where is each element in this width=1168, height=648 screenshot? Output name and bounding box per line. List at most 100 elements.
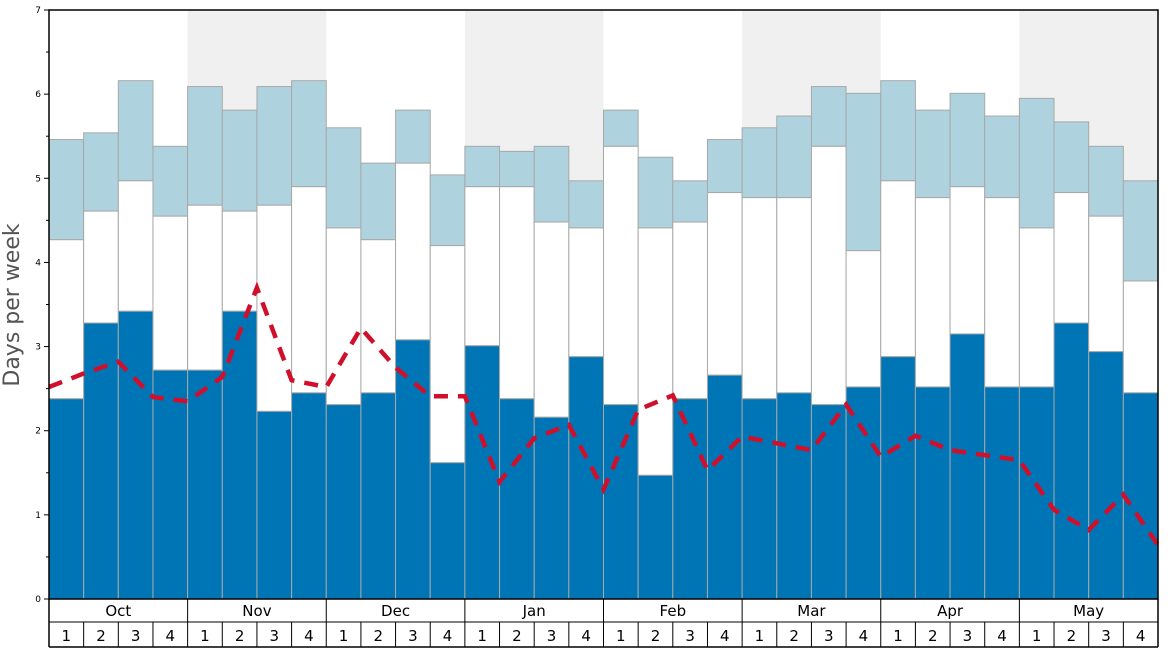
month-label: Oct xyxy=(105,602,131,620)
bar-middle-segment xyxy=(1018,227,1055,388)
bar-lower-segment xyxy=(117,310,154,600)
week-label: 4 xyxy=(581,627,591,645)
bar-upper-segment xyxy=(1122,180,1159,282)
bar-lower-segment xyxy=(603,404,639,600)
week-label: 1 xyxy=(616,627,626,645)
bar-lower-segment xyxy=(221,310,258,600)
bar-middle-segment xyxy=(360,239,397,394)
week-label: 2 xyxy=(1067,627,1077,645)
bar-upper-segment xyxy=(221,109,258,212)
bar-upper-segment xyxy=(637,156,674,229)
bar-upper-segment xyxy=(880,80,916,182)
week-label: 3 xyxy=(1101,627,1111,645)
bar-upper-segment xyxy=(706,139,743,194)
bar-middle-segment xyxy=(984,197,1020,388)
week-label: 3 xyxy=(269,627,279,645)
bar-middle-segment xyxy=(152,215,189,371)
bar-middle-segment xyxy=(1122,280,1159,394)
week-label: 1 xyxy=(1032,627,1042,645)
bar-lower-segment xyxy=(1053,322,1090,600)
week-label: 4 xyxy=(720,627,730,645)
bar-lower-segment xyxy=(325,404,362,600)
week-label: 4 xyxy=(443,627,453,645)
bar-upper-segment xyxy=(325,127,362,229)
bar-lower-segment xyxy=(706,374,743,600)
week-label: 3 xyxy=(131,627,141,645)
bar-middle-segment xyxy=(48,239,85,400)
week-label: 1 xyxy=(893,627,903,645)
y-axis-label: Days per week xyxy=(0,223,25,386)
bar-middle-segment xyxy=(395,162,431,341)
week-label: 4 xyxy=(304,627,314,645)
bar-upper-segment xyxy=(984,115,1020,199)
bar-upper-segment xyxy=(949,92,986,188)
week-label: 1 xyxy=(755,627,765,645)
bar-upper-segment xyxy=(83,132,119,212)
bar-middle-segment xyxy=(741,197,778,400)
bar-lower-segment xyxy=(637,474,674,600)
bar-middle-segment xyxy=(914,197,951,388)
bar-lower-segment xyxy=(360,392,397,600)
bar-lower-segment xyxy=(1088,351,1124,600)
bar-middle-segment xyxy=(949,186,986,335)
bar-upper-segment xyxy=(499,150,535,188)
bar-middle-segment xyxy=(568,227,604,358)
bar-lower-segment xyxy=(256,410,293,600)
bar-middle-segment xyxy=(810,145,847,406)
bar-upper-segment xyxy=(152,145,189,217)
bar-middle-segment xyxy=(1088,215,1124,353)
bar-upper-segment xyxy=(1018,97,1055,229)
trend-line xyxy=(48,281,1160,547)
bar-middle-segment xyxy=(325,227,362,406)
month-label: May xyxy=(1073,602,1104,620)
month-label: Apr xyxy=(937,602,964,620)
bar-lower-segment xyxy=(776,392,812,600)
bar-upper-segment xyxy=(360,162,397,241)
y-tick-label: 0 xyxy=(35,595,41,605)
bar-lower-segment xyxy=(984,386,1020,600)
bar-middle-segment xyxy=(880,180,916,358)
bars xyxy=(48,80,1159,600)
week-label: 3 xyxy=(408,627,418,645)
bar-upper-segment xyxy=(117,80,154,182)
week-label: 3 xyxy=(963,627,973,645)
y-tick-label: 3 xyxy=(35,343,41,353)
bar-upper-segment xyxy=(741,127,778,199)
bar-middle-segment xyxy=(256,204,293,412)
week-label: 2 xyxy=(235,627,245,645)
bar-lower-segment xyxy=(1122,392,1159,600)
bar-lower-segment xyxy=(187,369,223,600)
bar-middle-segment xyxy=(117,180,154,312)
bar-lower-segment xyxy=(499,398,535,600)
week-label: 1 xyxy=(339,627,349,645)
week-label: 1 xyxy=(477,627,487,645)
week-label: 1 xyxy=(62,627,72,645)
bar-lower-segment xyxy=(741,398,778,600)
bar-upper-segment xyxy=(429,174,466,247)
bar-lower-segment xyxy=(464,345,501,600)
week-label: 2 xyxy=(651,627,661,645)
bar-middle-segment xyxy=(429,245,466,464)
week-label: 3 xyxy=(547,627,557,645)
bar-lower-segment xyxy=(48,398,85,600)
week-label: 2 xyxy=(373,627,383,645)
bar-upper-segment xyxy=(914,109,951,199)
bar-upper-segment xyxy=(256,86,293,206)
bar-lower-segment xyxy=(533,416,570,600)
bar-middle-segment xyxy=(221,210,258,312)
bar-upper-segment xyxy=(776,115,812,199)
week-label: 2 xyxy=(96,627,106,645)
bar-middle-segment xyxy=(499,186,535,400)
week-label: 4 xyxy=(859,627,869,645)
week-label: 2 xyxy=(512,627,522,645)
bar-upper-segment xyxy=(1053,121,1090,194)
bar-lower-segment xyxy=(152,369,189,600)
bar-upper-segment xyxy=(568,180,604,229)
bar-lower-segment xyxy=(429,462,466,600)
bar-upper-segment xyxy=(603,109,639,147)
bar-upper-segment xyxy=(1088,145,1124,217)
bar-upper-segment xyxy=(810,86,847,147)
bar-lower-segment xyxy=(395,339,431,600)
bar-middle-segment xyxy=(464,186,501,347)
